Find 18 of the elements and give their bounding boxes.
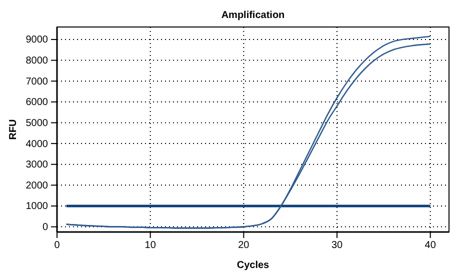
chart-title: Amplification: [221, 10, 285, 21]
x-tick-label: 30: [331, 240, 343, 252]
y-tick-label: 3000: [26, 160, 48, 171]
y-tick-label: 8000: [26, 56, 48, 66]
x-axis-title: Cycles: [236, 260, 270, 271]
y-tick-label: 9000: [26, 34, 48, 46]
y-tick-label: 1000: [26, 201, 48, 212]
y-axis-title: RFU: [8, 119, 19, 140]
y-tick-label: 2000: [26, 180, 48, 192]
y-tick-label: 6000: [26, 97, 48, 108]
y-tick-label: 7000: [26, 76, 48, 88]
y-tick-label: 0: [42, 222, 48, 233]
y-tick-label: 4000: [26, 138, 48, 150]
y-tick-label: 5000: [26, 118, 48, 129]
x-tick-label: 40: [424, 240, 436, 252]
x-tick-label: 0: [54, 240, 60, 252]
x-tick-label: 20: [238, 240, 250, 252]
x-tick-label: 10: [144, 240, 156, 252]
